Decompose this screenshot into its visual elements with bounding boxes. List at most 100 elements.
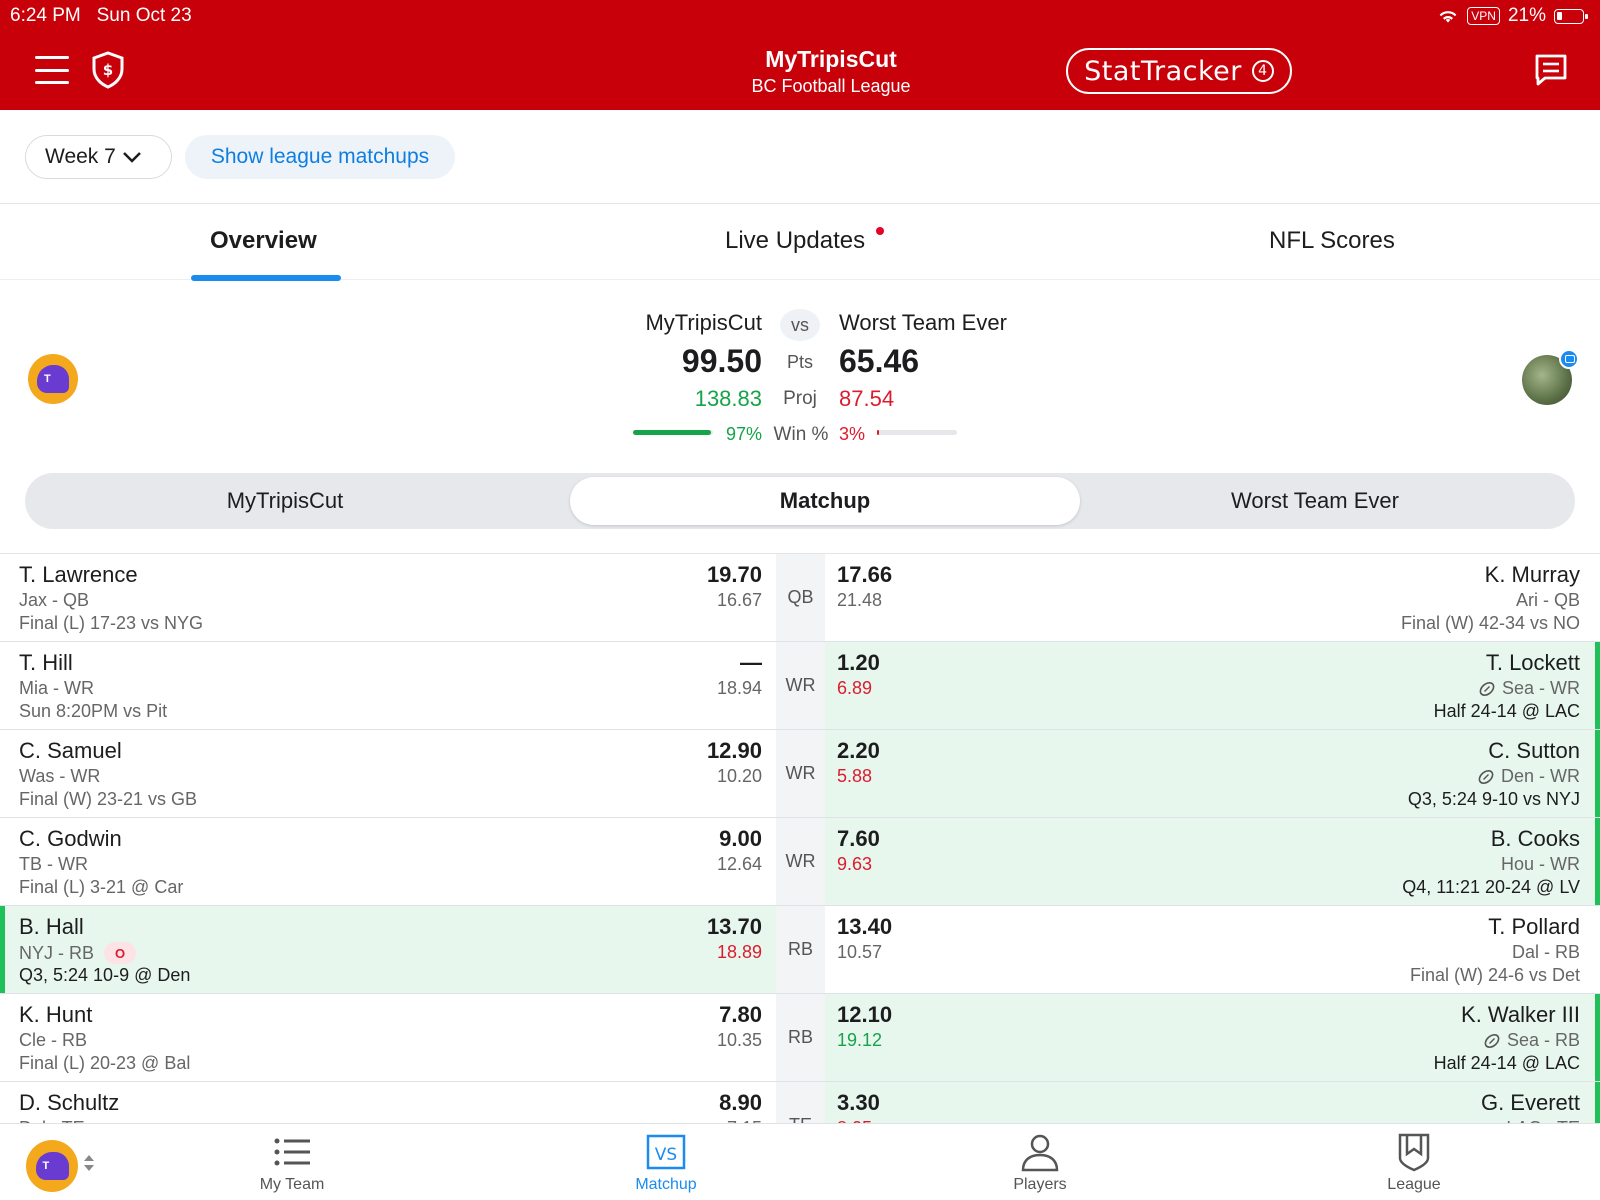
tab-nfl-scores[interactable]: NFL Scores: [1269, 227, 1395, 254]
player-meta: Hou - WR: [1501, 854, 1580, 875]
tab-live-updates[interactable]: Live Updates: [725, 227, 866, 254]
player-game-status: Final (W) 24-6 vs Det: [1409, 965, 1580, 985]
right-player-cell[interactable]: K. Walker III Sea - RB Half 24-14 @ LAC 12.…: [825, 994, 1600, 1081]
player-team-position: Hou - WR: [1500, 854, 1580, 874]
player-score: 9.00: [719, 826, 762, 851]
player-name[interactable]: B. Hall: [19, 914, 84, 939]
team-switch-icon[interactable]: [83, 1153, 95, 1173]
left-player-cell[interactable]: C. Godwin TB - WR Final (L) 3-21 @ Car 9.00…: [0, 818, 776, 905]
player-game-status: Half 24-14 @ LAC: [1433, 1053, 1580, 1073]
right-player-cell[interactable]: K. Murray Ari - QB Final (W) 42-34 vs NO 17…: [825, 554, 1600, 641]
player-score: 12.90: [706, 738, 762, 763]
svg-text:$: $: [103, 61, 113, 79]
right-player-cell[interactable]: G. Everett LAC - TE 3.30 8.05: [825, 1082, 1600, 1123]
nav-team-avatar[interactable]: T: [26, 1140, 78, 1192]
segment-right-team[interactable]: Worst Team Ever: [1231, 488, 1399, 513]
player-team-position: Sea - WR: [1501, 678, 1580, 698]
roster-list: T. Lawrence Jax - QB Final (L) 17-23 vs NY…: [0, 553, 1600, 1123]
player-team-position: Mia - WR: [19, 678, 94, 698]
win-label: Win %: [773, 424, 829, 445]
left-player-cell[interactable]: D. Schultz Dal - TE 8.90 7.15: [0, 1082, 776, 1123]
player-projection: 16.67: [716, 590, 762, 610]
battery-icon: [1554, 8, 1588, 24]
right-player-cell[interactable]: C. Sutton Den - WR Q3, 5:24 9-10 vs NYJ 2.2…: [825, 730, 1600, 817]
header-league-name: BC Football League: [751, 76, 911, 96]
stattracker-button[interactable]: StatTracker 4: [1066, 48, 1292, 94]
active-tab-indicator: [191, 275, 341, 281]
player-name[interactable]: B. Cooks: [1490, 826, 1580, 851]
nav-players-label: Players: [1013, 1176, 1067, 1193]
left-player-cell[interactable]: T. Hill Mia - WR Sun 8:20PM vs Pit — 18.94: [0, 642, 776, 729]
player-game-status: Sun 8:20PM vs Pit: [19, 701, 168, 721]
player-name[interactable]: C. Godwin: [19, 826, 122, 851]
nav-matchup[interactable]: VS Matchup: [596, 1132, 736, 1194]
player-meta: Mia - WR: [19, 678, 94, 699]
right-player-cell[interactable]: T. Pollard Dal - RB Final (W) 24-6 vs Det 1…: [825, 906, 1600, 993]
roster-position: WR: [776, 642, 825, 729]
player-projection: 6.89: [837, 678, 873, 698]
player-score: 2.20: [837, 738, 880, 763]
roster-row: K. Hunt Cle - RB Final (L) 20-23 @ Bal 7.80…: [0, 994, 1600, 1082]
chat-badge-icon[interactable]: [1559, 349, 1579, 369]
right-player-cell[interactable]: B. Cooks Hou - WR Q4, 11:21 20-24 @ LV 7.60…: [825, 818, 1600, 905]
player-name[interactable]: T. Hill: [19, 650, 73, 675]
right-win-bar: [877, 430, 957, 435]
vpn-badge: VPN: [1467, 7, 1500, 25]
right-team-name[interactable]: Worst Team Ever: [839, 310, 1007, 335]
pts-label: Pts: [786, 352, 813, 372]
player-name[interactable]: K. Murray: [1484, 562, 1580, 587]
player-name[interactable]: K. Walker III: [1461, 1002, 1580, 1027]
status-time: 6:24 PM Sun Oct 23: [10, 5, 192, 26]
player-meta: Sea - WR: [1478, 678, 1580, 699]
player-name[interactable]: D. Schultz: [19, 1090, 120, 1115]
left-player-cell[interactable]: T. Lawrence Jax - QB Final (L) 17-23 vs NY…: [0, 554, 776, 641]
roster-row: T. Lawrence Jax - QB Final (L) 17-23 vs NY…: [0, 554, 1600, 642]
left-player-cell[interactable]: K. Hunt Cle - RB Final (L) 20-23 @ Bal 7.80…: [0, 994, 776, 1081]
player-meta: LAC - TE: [1506, 1118, 1580, 1123]
nav-league[interactable]: League: [1344, 1132, 1484, 1194]
player-game-status: Final (L) 17-23 vs NYG: [19, 613, 204, 633]
tab-overview[interactable]: Overview: [210, 227, 317, 254]
week-selector[interactable]: Week 7: [25, 135, 172, 179]
helmet-icon: T: [37, 365, 69, 393]
player-projection: 8.05: [837, 1118, 872, 1123]
roster-position: QB: [776, 554, 825, 641]
player-name[interactable]: G. Everett: [1480, 1090, 1580, 1115]
player-name[interactable]: T. Lockett: [1485, 650, 1580, 675]
segment-matchup[interactable]: Matchup: [570, 477, 1080, 525]
status-indicators: VPN 21%: [1437, 5, 1588, 27]
player-projection: 9.63: [837, 854, 873, 874]
player-name[interactable]: T. Lawrence: [19, 562, 138, 587]
shield-dollar-icon[interactable]: $: [91, 51, 125, 89]
player-projection: 10.57: [837, 942, 883, 962]
nav-my-team[interactable]: My Team: [222, 1132, 362, 1194]
segment-left-team[interactable]: MyTripisCut: [226, 488, 344, 513]
player-meta: TB - WR: [19, 854, 88, 875]
player-name[interactable]: T. Pollard: [1488, 914, 1580, 939]
player-projection: 5.88: [837, 766, 873, 786]
player-score: 17.66: [837, 562, 893, 587]
player-score: 3.30: [837, 1090, 880, 1115]
app-header: 6:24 PM Sun Oct 23 VPN 21% $ MyTripisCut…: [0, 0, 1600, 110]
player-game-status: Q3, 5:24 9-10 vs NYJ: [1407, 789, 1580, 809]
left-player-cell[interactable]: C. Samuel Was - WR Final (W) 23-21 vs GB 12…: [0, 730, 776, 817]
chat-icon[interactable]: [1533, 53, 1569, 87]
nav-players[interactable]: Players: [970, 1132, 1110, 1194]
player-meta: Dal - RB: [1512, 942, 1580, 963]
team-avatar-left[interactable]: T: [28, 354, 78, 404]
right-win-bar-fill: [877, 430, 880, 435]
left-team-name[interactable]: MyTripisCut: [645, 310, 762, 335]
player-name[interactable]: K. Hunt: [19, 1002, 93, 1027]
player-name[interactable]: C. Samuel: [19, 738, 122, 763]
player-score: 19.70: [706, 562, 762, 587]
menu-icon[interactable]: [35, 56, 69, 84]
left-player-cell[interactable]: B. Hall NYJ - RB O Q3, 5:24 10-9 @ Den 13.70…: [0, 906, 776, 993]
battery-percent: 21%: [1507, 5, 1546, 26]
possession-football-icon: [1479, 681, 1495, 696]
right-player-cell[interactable]: T. Lockett Sea - WR Half 24-14 @ LAC 1.20 6.…: [825, 642, 1600, 729]
player-name[interactable]: C. Sutton: [1488, 738, 1580, 763]
show-league-matchups-button[interactable]: Show league matchups: [185, 135, 455, 179]
chevron-down-icon: [122, 152, 141, 163]
roster-row: B. Hall NYJ - RB O Q3, 5:24 10-9 @ Den 13.70…: [0, 906, 1600, 994]
player-team-position: Dal - TE: [19, 1118, 85, 1123]
